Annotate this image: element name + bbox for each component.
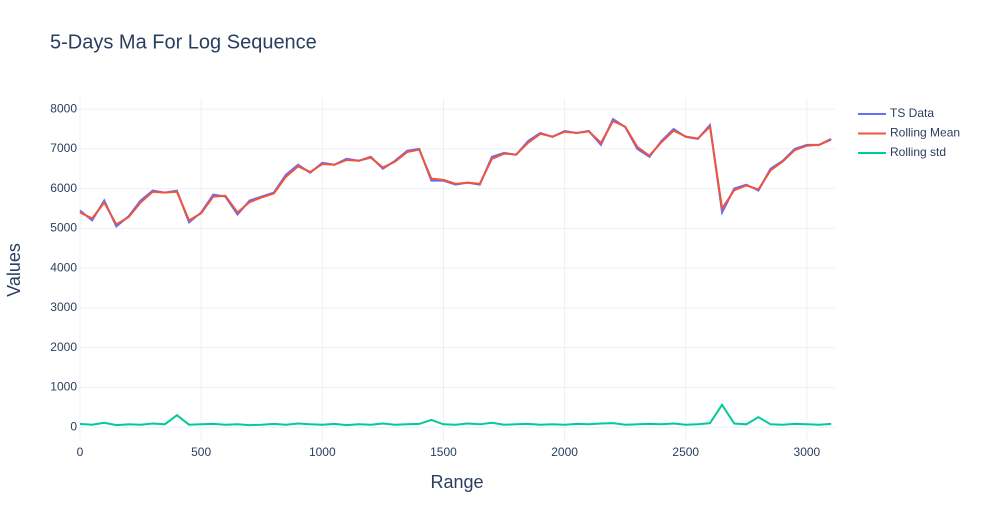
y-tick-label: 8000	[50, 101, 77, 115]
y-tick-label: 3000	[50, 300, 77, 314]
x-axis-title: Range	[430, 472, 483, 492]
legend-label: Rolling Mean	[890, 126, 960, 140]
y-tick-label: 2000	[50, 340, 77, 354]
series-line	[79, 403, 832, 427]
x-tick-label: 2000	[551, 445, 578, 459]
y-tick-label: 7000	[50, 141, 77, 155]
y-tick-label: 0	[70, 419, 77, 433]
x-tick-label: 1000	[309, 445, 336, 459]
legend-label: Rolling std	[890, 145, 946, 159]
y-axis-title: Values	[4, 243, 24, 297]
chart-title: 5-Days Ma For Log Sequence	[50, 31, 317, 53]
series-line	[79, 117, 832, 228]
y-tick-label: 4000	[50, 260, 77, 274]
x-tick-label: 1500	[430, 445, 457, 459]
x-tick-label: 500	[191, 445, 211, 459]
x-tick-label: 2500	[672, 445, 699, 459]
y-tick-label: 1000	[50, 380, 77, 394]
series-line	[79, 119, 832, 226]
x-tick-label: 0	[77, 445, 84, 459]
y-tick-label: 5000	[50, 221, 77, 235]
y-tick-label: 6000	[50, 181, 77, 195]
legend-label: TS Data	[890, 106, 934, 120]
x-tick-label: 3000	[794, 445, 821, 459]
